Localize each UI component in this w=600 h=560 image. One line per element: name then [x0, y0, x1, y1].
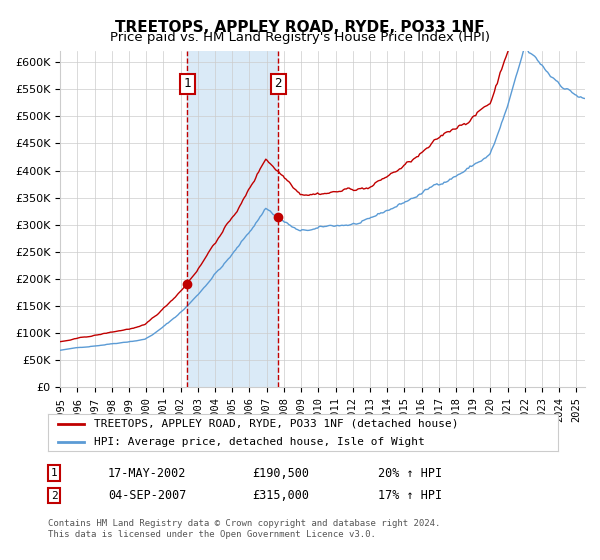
Text: HPI: Average price, detached house, Isle of Wight: HPI: Average price, detached house, Isle…: [94, 437, 425, 447]
Text: 20% ↑ HPI: 20% ↑ HPI: [378, 466, 442, 480]
Text: 2: 2: [50, 491, 58, 501]
Text: £190,500: £190,500: [252, 466, 309, 480]
Text: TREETOPS, APPLEY ROAD, RYDE, PO33 1NF (detached house): TREETOPS, APPLEY ROAD, RYDE, PO33 1NF (d…: [94, 418, 458, 428]
Text: TREETOPS, APPLEY ROAD, RYDE, PO33 1NF: TREETOPS, APPLEY ROAD, RYDE, PO33 1NF: [115, 20, 485, 35]
Text: Contains HM Land Registry data © Crown copyright and database right 2024.
This d: Contains HM Land Registry data © Crown c…: [48, 520, 440, 539]
Text: 17-MAY-2002: 17-MAY-2002: [108, 466, 187, 480]
Bar: [187, 52, 278, 387]
Text: 1: 1: [184, 77, 191, 90]
Text: Price paid vs. HM Land Registry's House Price Index (HPI): Price paid vs. HM Land Registry's House …: [110, 31, 490, 44]
Text: 1: 1: [50, 468, 58, 478]
Text: 2: 2: [274, 77, 282, 90]
Text: 04-SEP-2007: 04-SEP-2007: [108, 489, 187, 502]
Text: 17% ↑ HPI: 17% ↑ HPI: [378, 489, 442, 502]
Text: £315,000: £315,000: [252, 489, 309, 502]
